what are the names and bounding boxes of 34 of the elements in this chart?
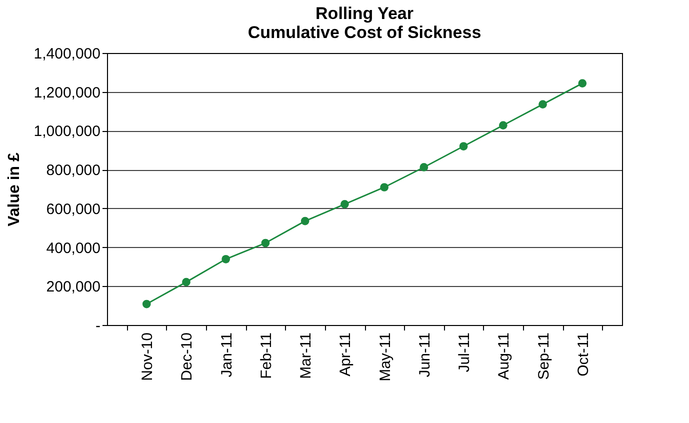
point — [182, 278, 190, 286]
x-tick-label: May-11 — [376, 332, 394, 382]
y-tick-label: 1,400,000 — [34, 46, 100, 62]
y-tick-label: 600,000 — [46, 200, 100, 218]
point — [222, 254, 230, 264]
x-tick-label: Mar-11 — [298, 332, 315, 379]
point — [142, 300, 151, 308]
y-tick-label: 1,000,000 — [34, 123, 100, 140]
point — [300, 216, 310, 226]
y-tick-label: 200,000 — [46, 278, 100, 296]
point — [538, 100, 547, 108]
y-tick-label: 800,000 — [46, 162, 100, 180]
x-tick-label: Apr-11 — [337, 332, 354, 376]
point — [420, 163, 428, 172]
x-tick-label: Nov-10 — [139, 332, 156, 381]
x-tick-label: Oct-11 — [574, 332, 592, 376]
chart-title: Rolling Year Cumulative Cost of Sickness — [248, 4, 482, 42]
x-tick-label: Dec-10 — [178, 332, 196, 381]
point — [380, 183, 388, 192]
x-tick-label: Aug-11 — [496, 332, 513, 380]
point — [340, 200, 349, 208]
x-tick-label: Sep-11 — [535, 332, 552, 380]
x-tick-label: Feb-11 — [258, 332, 275, 379]
y-axis-title: Value in £ — [6, 152, 23, 226]
point — [261, 238, 270, 248]
x-tick-label: Jan-11 — [218, 332, 236, 378]
y-tick-label: - — [96, 318, 100, 334]
point — [459, 142, 468, 150]
point — [578, 79, 587, 88]
y-tick-label: 400,000 — [46, 240, 100, 257]
x-tick-label: Jul-11 — [456, 332, 474, 372]
x-tick-label: Jun-11 — [416, 332, 434, 378]
point — [498, 121, 508, 130]
y-tick-label: 1,200,000 — [34, 84, 100, 102]
